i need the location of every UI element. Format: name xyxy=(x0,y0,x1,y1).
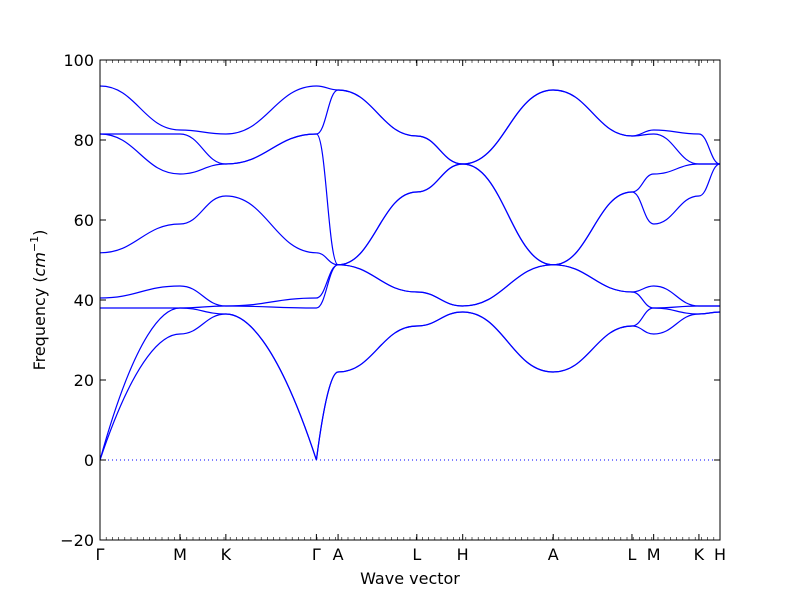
x-tick-label: Γ xyxy=(312,545,321,564)
x-tick-label: K xyxy=(221,545,232,564)
x-tick-label: M xyxy=(173,545,187,564)
plot-area xyxy=(99,85,721,461)
y-tick-label: 60 xyxy=(74,211,94,230)
y-tick-label: 20 xyxy=(74,371,94,390)
phonon-branch-4 xyxy=(99,264,720,307)
y-axis-label-prefix: Frequency ( xyxy=(30,276,49,370)
y-tick-label: 0 xyxy=(84,451,94,470)
y-tick-label: 80 xyxy=(74,131,94,150)
x-tick-label: Γ xyxy=(96,545,105,564)
x-tick-label: K xyxy=(694,545,705,564)
x-tick-label: A xyxy=(548,545,559,564)
phonon-branch-8 xyxy=(99,85,721,165)
y-axis-label-suffix: ) xyxy=(30,230,49,236)
x-tick-label: L xyxy=(412,545,421,564)
y-axis-label: Frequency (cm−1) xyxy=(28,230,49,371)
y-tick-label: −20 xyxy=(60,531,94,550)
x-tick-label: M xyxy=(647,545,661,564)
x-tick-label: A xyxy=(333,545,344,564)
y-axis-label-exponent: −1 xyxy=(28,236,41,252)
y-tick-label: 100 xyxy=(63,51,94,70)
x-axis-label: Wave vector xyxy=(360,569,460,588)
phonon-branch-2 xyxy=(99,307,721,461)
y-axis-label-unit: cm xyxy=(30,252,49,276)
x-tick-label: H xyxy=(457,545,469,564)
x-tick-label: L xyxy=(627,545,636,564)
x-tick-label: H xyxy=(714,545,726,564)
y-tick-label: 40 xyxy=(74,291,94,310)
